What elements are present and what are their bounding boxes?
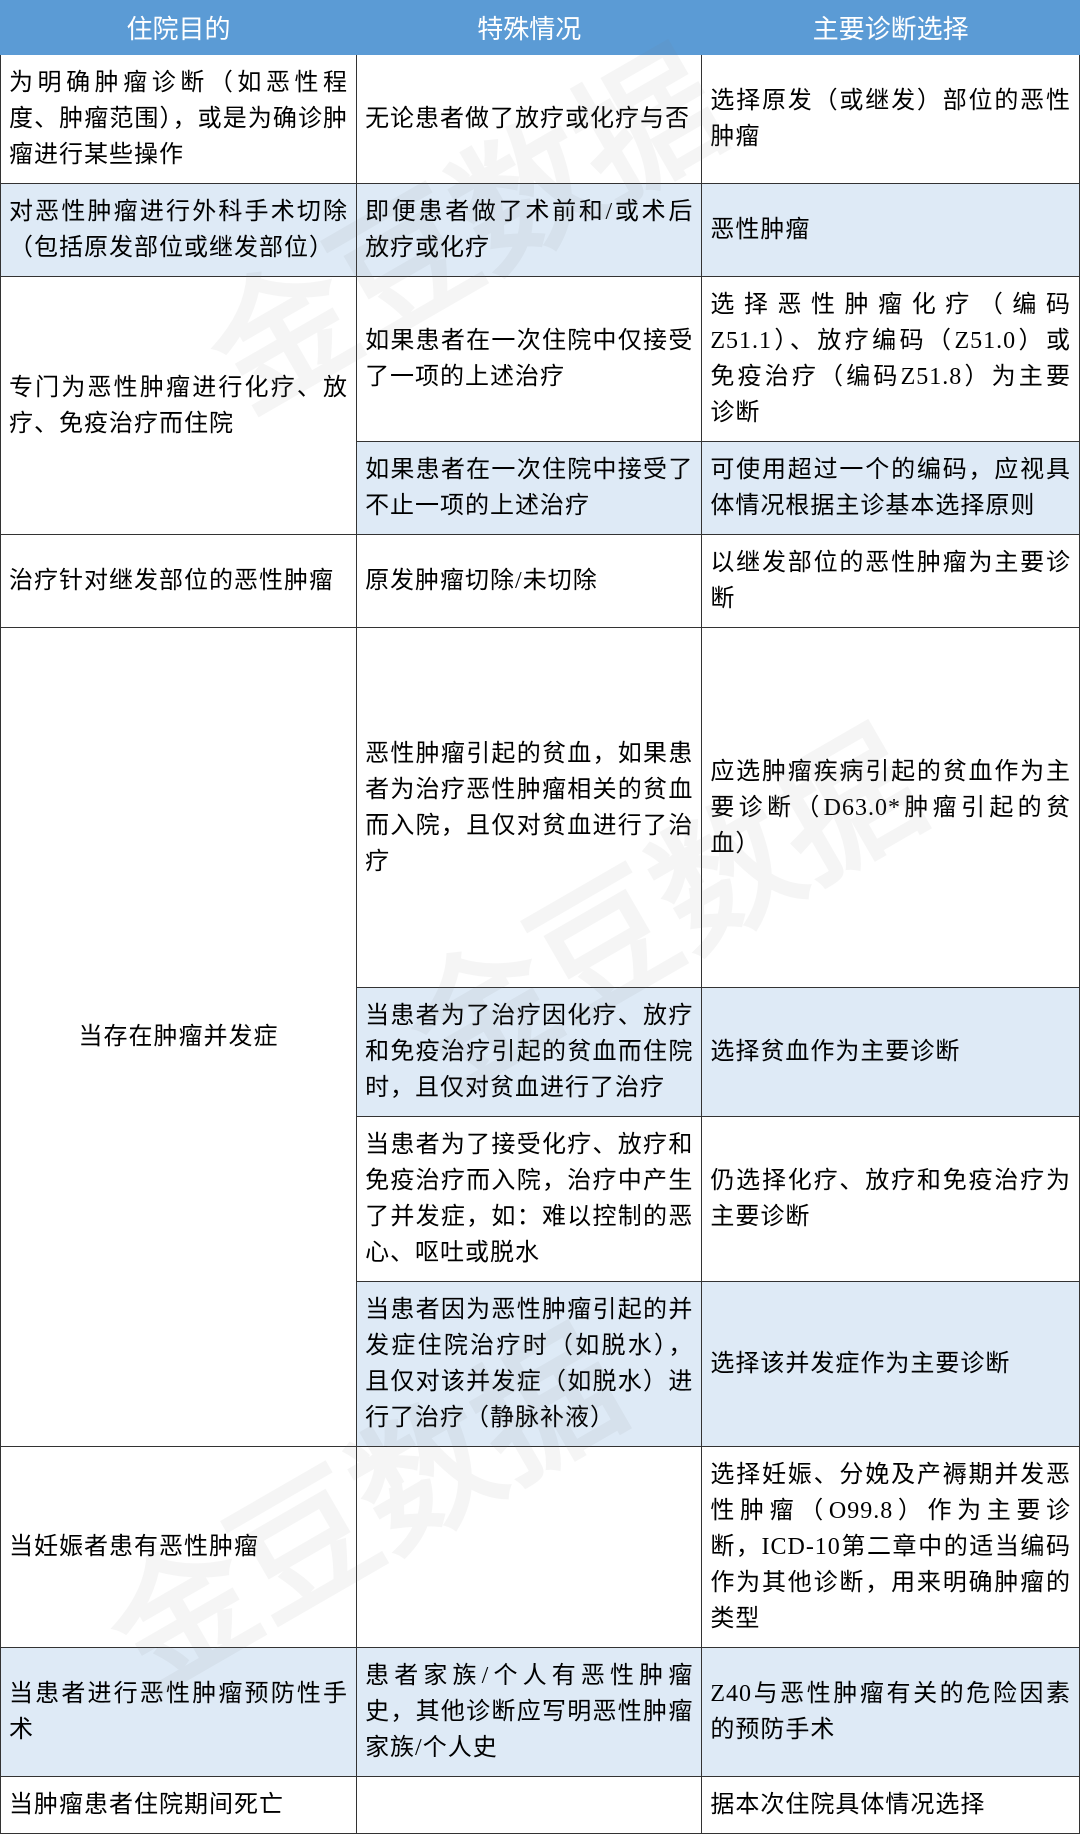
cell-purpose: 当存在肿瘤并发症	[1, 628, 357, 1447]
cell-diagnosis: 选择贫血作为主要诊断	[702, 988, 1080, 1117]
cell-special: 当患者因为恶性肿瘤引起的并发症住院治疗时（如脱水），且仅对该并发症（如脱水）进行…	[357, 1282, 702, 1447]
cell-diagnosis: 选择妊娠、分娩及产褥期并发恶性肿瘤（O99.8）作为主要诊断，ICD-10第二章…	[702, 1447, 1080, 1648]
cell-diagnosis: 选择原发（或继发）部位的恶性肿瘤	[702, 55, 1080, 184]
cell-purpose: 对恶性肿瘤进行外科手术切除（包括原发部位或继发部位）	[1, 184, 357, 277]
cell-special: 无论患者做了放疗或化疗与否	[357, 55, 702, 184]
table-row: 为明确肿瘤诊断（如恶性程度、肿瘤范围），或是为确诊肿瘤进行某些操作无论患者做了放…	[1, 55, 1080, 184]
cell-purpose: 当妊娠者患有恶性肿瘤	[1, 1447, 357, 1648]
cell-purpose: 专门为恶性肿瘤进行化疗、放疗、免疫治疗而住院	[1, 277, 357, 535]
table-row: 治疗针对继发部位的恶性肿瘤原发肿瘤切除/未切除以继发部位的恶性肿瘤为主要诊断	[1, 535, 1080, 628]
cell-special: 即便患者做了术前和/或术后放疗或化疗	[357, 184, 702, 277]
cell-diagnosis: 据本次住院具体情况选择	[702, 1777, 1080, 1834]
cell-special: 患者家族/个人有恶性肿瘤史，其他诊断应写明恶性肿瘤家族/个人史	[357, 1648, 702, 1777]
cell-special: 恶性肿瘤引起的贫血，如果患者为治疗恶性肿瘤相关的贫血而入院，且仅对贫血进行了治疗	[357, 628, 702, 988]
cell-diagnosis: Z40与恶性肿瘤有关的危险因素的预防手术	[702, 1648, 1080, 1777]
cell-diagnosis: 应选肿瘤疾病引起的贫血作为主要诊断（D63.0*肿瘤引起的贫血）	[702, 628, 1080, 988]
cell-diagnosis: 仍选择化疗、放疗和免疫治疗为主要诊断	[702, 1117, 1080, 1282]
header-diagnosis: 主要诊断选择	[702, 1, 1080, 55]
table-row: 当肿瘤患者住院期间死亡 据本次住院具体情况选择	[1, 1777, 1080, 1834]
cell-diagnosis: 恶性肿瘤	[702, 184, 1080, 277]
table-header-row: 住院目的 特殊情况 主要诊断选择	[1, 1, 1080, 55]
table-row: 对恶性肿瘤进行外科手术切除（包括原发部位或继发部位）即便患者做了术前和/或术后放…	[1, 184, 1080, 277]
cell-purpose: 当肿瘤患者住院期间死亡	[1, 1777, 357, 1834]
header-special: 特殊情况	[357, 1, 702, 55]
table-row: 当患者进行恶性肿瘤预防性手术患者家族/个人有恶性肿瘤史，其他诊断应写明恶性肿瘤家…	[1, 1648, 1080, 1777]
cell-special	[357, 1777, 702, 1834]
cell-purpose: 为明确肿瘤诊断（如恶性程度、肿瘤范围），或是为确诊肿瘤进行某些操作	[1, 55, 357, 184]
cell-purpose: 当患者进行恶性肿瘤预防性手术	[1, 1648, 357, 1777]
cell-diagnosis: 选择恶性肿瘤化疗（编码Z51.1）、放疗编码（Z51.0）或免疫治疗（编码Z51…	[702, 277, 1080, 442]
cell-purpose: 治疗针对继发部位的恶性肿瘤	[1, 535, 357, 628]
table-row: 专门为恶性肿瘤进行化疗、放疗、免疫治疗而住院如果患者在一次住院中仅接受了一项的上…	[1, 277, 1080, 442]
cell-special: 原发肿瘤切除/未切除	[357, 535, 702, 628]
diagnosis-table: 住院目的 特殊情况 主要诊断选择 为明确肿瘤诊断（如恶性程度、肿瘤范围），或是为…	[0, 0, 1080, 1834]
table-row: 当存在肿瘤并发症恶性肿瘤引起的贫血，如果患者为治疗恶性肿瘤相关的贫血而入院，且仅…	[1, 628, 1080, 988]
cell-diagnosis: 可使用超过一个的编码，应视具体情况根据主诊基本选择原则	[702, 442, 1080, 535]
header-purpose: 住院目的	[1, 1, 357, 55]
cell-diagnosis: 选择该并发症作为主要诊断	[702, 1282, 1080, 1447]
cell-special: 如果患者在一次住院中仅接受了一项的上述治疗	[357, 277, 702, 442]
cell-special: 当患者为了接受化疗、放疗和免疫治疗而入院，治疗中产生了并发症，如：难以控制的恶心…	[357, 1117, 702, 1282]
table-row: 当妊娠者患有恶性肿瘤 选择妊娠、分娩及产褥期并发恶性肿瘤（O99.8）作为主要诊断…	[1, 1447, 1080, 1648]
cell-special: 当患者为了治疗因化疗、放疗和免疫治疗引起的贫血而住院时，且仅对贫血进行了治疗	[357, 988, 702, 1117]
cell-special: 如果患者在一次住院中接受了不止一项的上述治疗	[357, 442, 702, 535]
cell-special	[357, 1447, 702, 1648]
cell-diagnosis: 以继发部位的恶性肿瘤为主要诊断	[702, 535, 1080, 628]
